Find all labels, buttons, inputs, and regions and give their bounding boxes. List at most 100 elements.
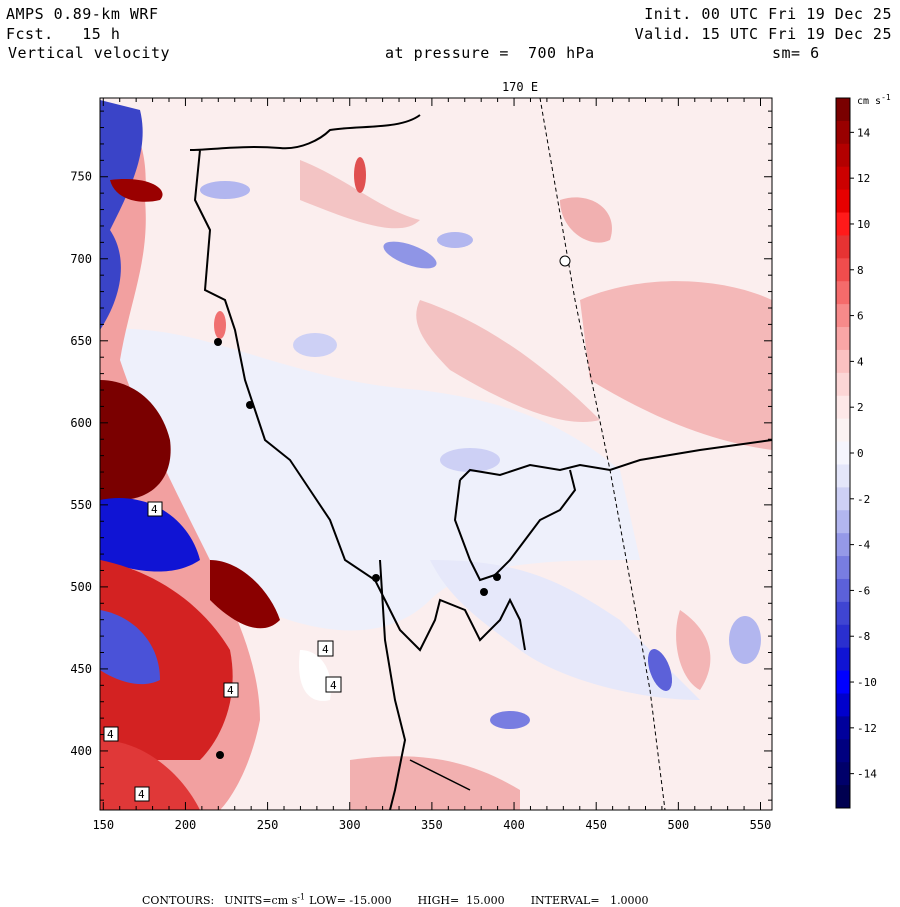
velocity-field xyxy=(100,100,772,810)
x-tick-label: 550 xyxy=(750,818,772,832)
colorbar-swatch xyxy=(836,349,850,374)
station-dot xyxy=(216,751,224,759)
y-tick-label: 650 xyxy=(70,334,92,348)
weak-downdraft-region xyxy=(100,328,640,631)
x-tick-label: 400 xyxy=(503,818,525,832)
colorbar-label: -2 xyxy=(857,493,870,506)
downdraft-cell xyxy=(729,616,761,664)
colorbar-label: 6 xyxy=(857,310,864,323)
footer-contours: CONTOURS: xyxy=(142,893,215,907)
strong-updraft-cell xyxy=(210,560,280,629)
colorbar xyxy=(836,98,850,809)
footer-low: LOW= -15.000 xyxy=(309,893,392,907)
colorbar-swatch xyxy=(836,212,850,236)
meridian-170e xyxy=(539,97,666,811)
model-title: AMPS 0.89-km WRF xyxy=(6,5,159,23)
updraft-cell xyxy=(560,197,612,243)
x-tick-label: 350 xyxy=(421,818,443,832)
updraft-band xyxy=(416,300,600,422)
downdraft-cell xyxy=(383,241,437,269)
colorbar-label: 2 xyxy=(857,401,864,414)
colorbar-label: 10 xyxy=(857,218,870,231)
axis-ticks xyxy=(100,98,772,810)
colorbar-label: -6 xyxy=(857,584,870,597)
colorbar-swatch xyxy=(836,120,850,145)
y-tick-label: 750 xyxy=(70,170,92,184)
colorbar-swatch xyxy=(836,487,850,511)
colorbar-swatch xyxy=(836,372,850,397)
colorbar-swatch xyxy=(836,578,850,603)
station-dot xyxy=(493,573,501,581)
smoothing-value: sm= 6 xyxy=(772,44,820,62)
downdraft-cell xyxy=(293,333,337,357)
coastlines xyxy=(189,114,772,810)
colorbar-swatch xyxy=(836,762,850,786)
valid-time: Valid. 15 UTC Fri 19 Dec 25 xyxy=(634,25,892,43)
forecast-hour: Fcst. 15 h xyxy=(6,25,121,43)
y-tick-label: 700 xyxy=(70,252,92,266)
x-tick-label: 300 xyxy=(339,818,361,832)
colorbar-label: 4 xyxy=(857,355,864,368)
map-frame xyxy=(99,97,773,811)
updraft-cell xyxy=(354,157,366,193)
downdraft-cell xyxy=(490,711,530,729)
contour-label: 4 xyxy=(227,684,234,697)
station-dot xyxy=(214,338,222,346)
colorbar-swatch xyxy=(836,533,850,557)
y-tick-label: 600 xyxy=(70,416,92,430)
colorbar-swatch xyxy=(836,418,850,443)
colorbar-label: -8 xyxy=(857,630,870,643)
y-tick-label: 550 xyxy=(70,498,92,512)
colorbar-labels: 14 12 10 8 6 4 2 0 -2 -4 -6 -8 -10 -12 -14 xyxy=(850,126,877,781)
contour-footer: CONTOURS: UNITS=cm s-1 LOW= -15.000 HIGH= 1… xyxy=(135,879,659,907)
axis-tick-labels: 150 200 250 300 350 400 450 500 550 750 700 650 600 5… xyxy=(70,170,771,832)
colorbar-swatch xyxy=(836,258,850,282)
strong-updraft-s xyxy=(100,740,200,810)
colorbar-label: 8 xyxy=(857,264,864,277)
station-dot xyxy=(246,401,254,409)
colorbar-swatch xyxy=(836,739,850,763)
strong-updraft-sw xyxy=(100,560,233,760)
white-gap xyxy=(299,650,331,701)
colorbar-swatch xyxy=(836,327,850,351)
colorbar-swatch xyxy=(836,785,850,809)
colorbar-label: -12 xyxy=(857,722,877,735)
colorbar-swatch xyxy=(836,281,850,305)
init-time: Init. 00 UTC Fri 19 Dec 25 xyxy=(644,5,892,23)
y-tick-label: 450 xyxy=(70,662,92,676)
colorbar-swatch xyxy=(836,143,850,168)
colorbar-swatch xyxy=(836,510,850,534)
strong-downdraft-west xyxy=(100,498,200,572)
y-tick-label: 400 xyxy=(70,744,92,758)
contour-label: 4 xyxy=(138,788,145,801)
colorbar-label: 12 xyxy=(857,172,870,185)
colorbar-swatch xyxy=(836,304,850,328)
strong-downdraft-sw xyxy=(100,610,160,685)
colorbar-swatch xyxy=(836,647,850,672)
contour-label: 4 xyxy=(151,503,158,516)
pressure-level: at pressure = 700 hPa xyxy=(385,44,595,62)
updraft-cell-se xyxy=(676,610,711,690)
updraft-cell xyxy=(214,311,226,339)
colorbar-label: -4 xyxy=(857,539,871,552)
strong-updraft-nw xyxy=(110,179,163,202)
colorbar-swatch xyxy=(836,716,850,740)
footer-high: HIGH= 15.000 xyxy=(417,893,505,907)
updraft-band-north xyxy=(300,160,420,229)
downdraft-cell xyxy=(437,232,473,248)
colorbar-swatch xyxy=(836,98,850,122)
colorbar-swatch xyxy=(836,464,850,488)
colorbar-swatch xyxy=(836,693,850,717)
station-dot xyxy=(480,588,488,596)
colorbar-label: 14 xyxy=(857,126,871,139)
strong-updraft-west xyxy=(100,380,171,500)
colorbar-units: cm s-1 xyxy=(857,93,891,107)
weak-downdraft-region-2 xyxy=(430,560,700,700)
colorbar-swatch xyxy=(836,601,850,626)
colorbar-swatch xyxy=(836,166,850,191)
x-tick-label: 200 xyxy=(175,818,197,832)
colorbar-label: 0 xyxy=(857,447,864,460)
colorbar-swatch xyxy=(836,441,850,465)
colorbar-swatch xyxy=(836,395,850,420)
